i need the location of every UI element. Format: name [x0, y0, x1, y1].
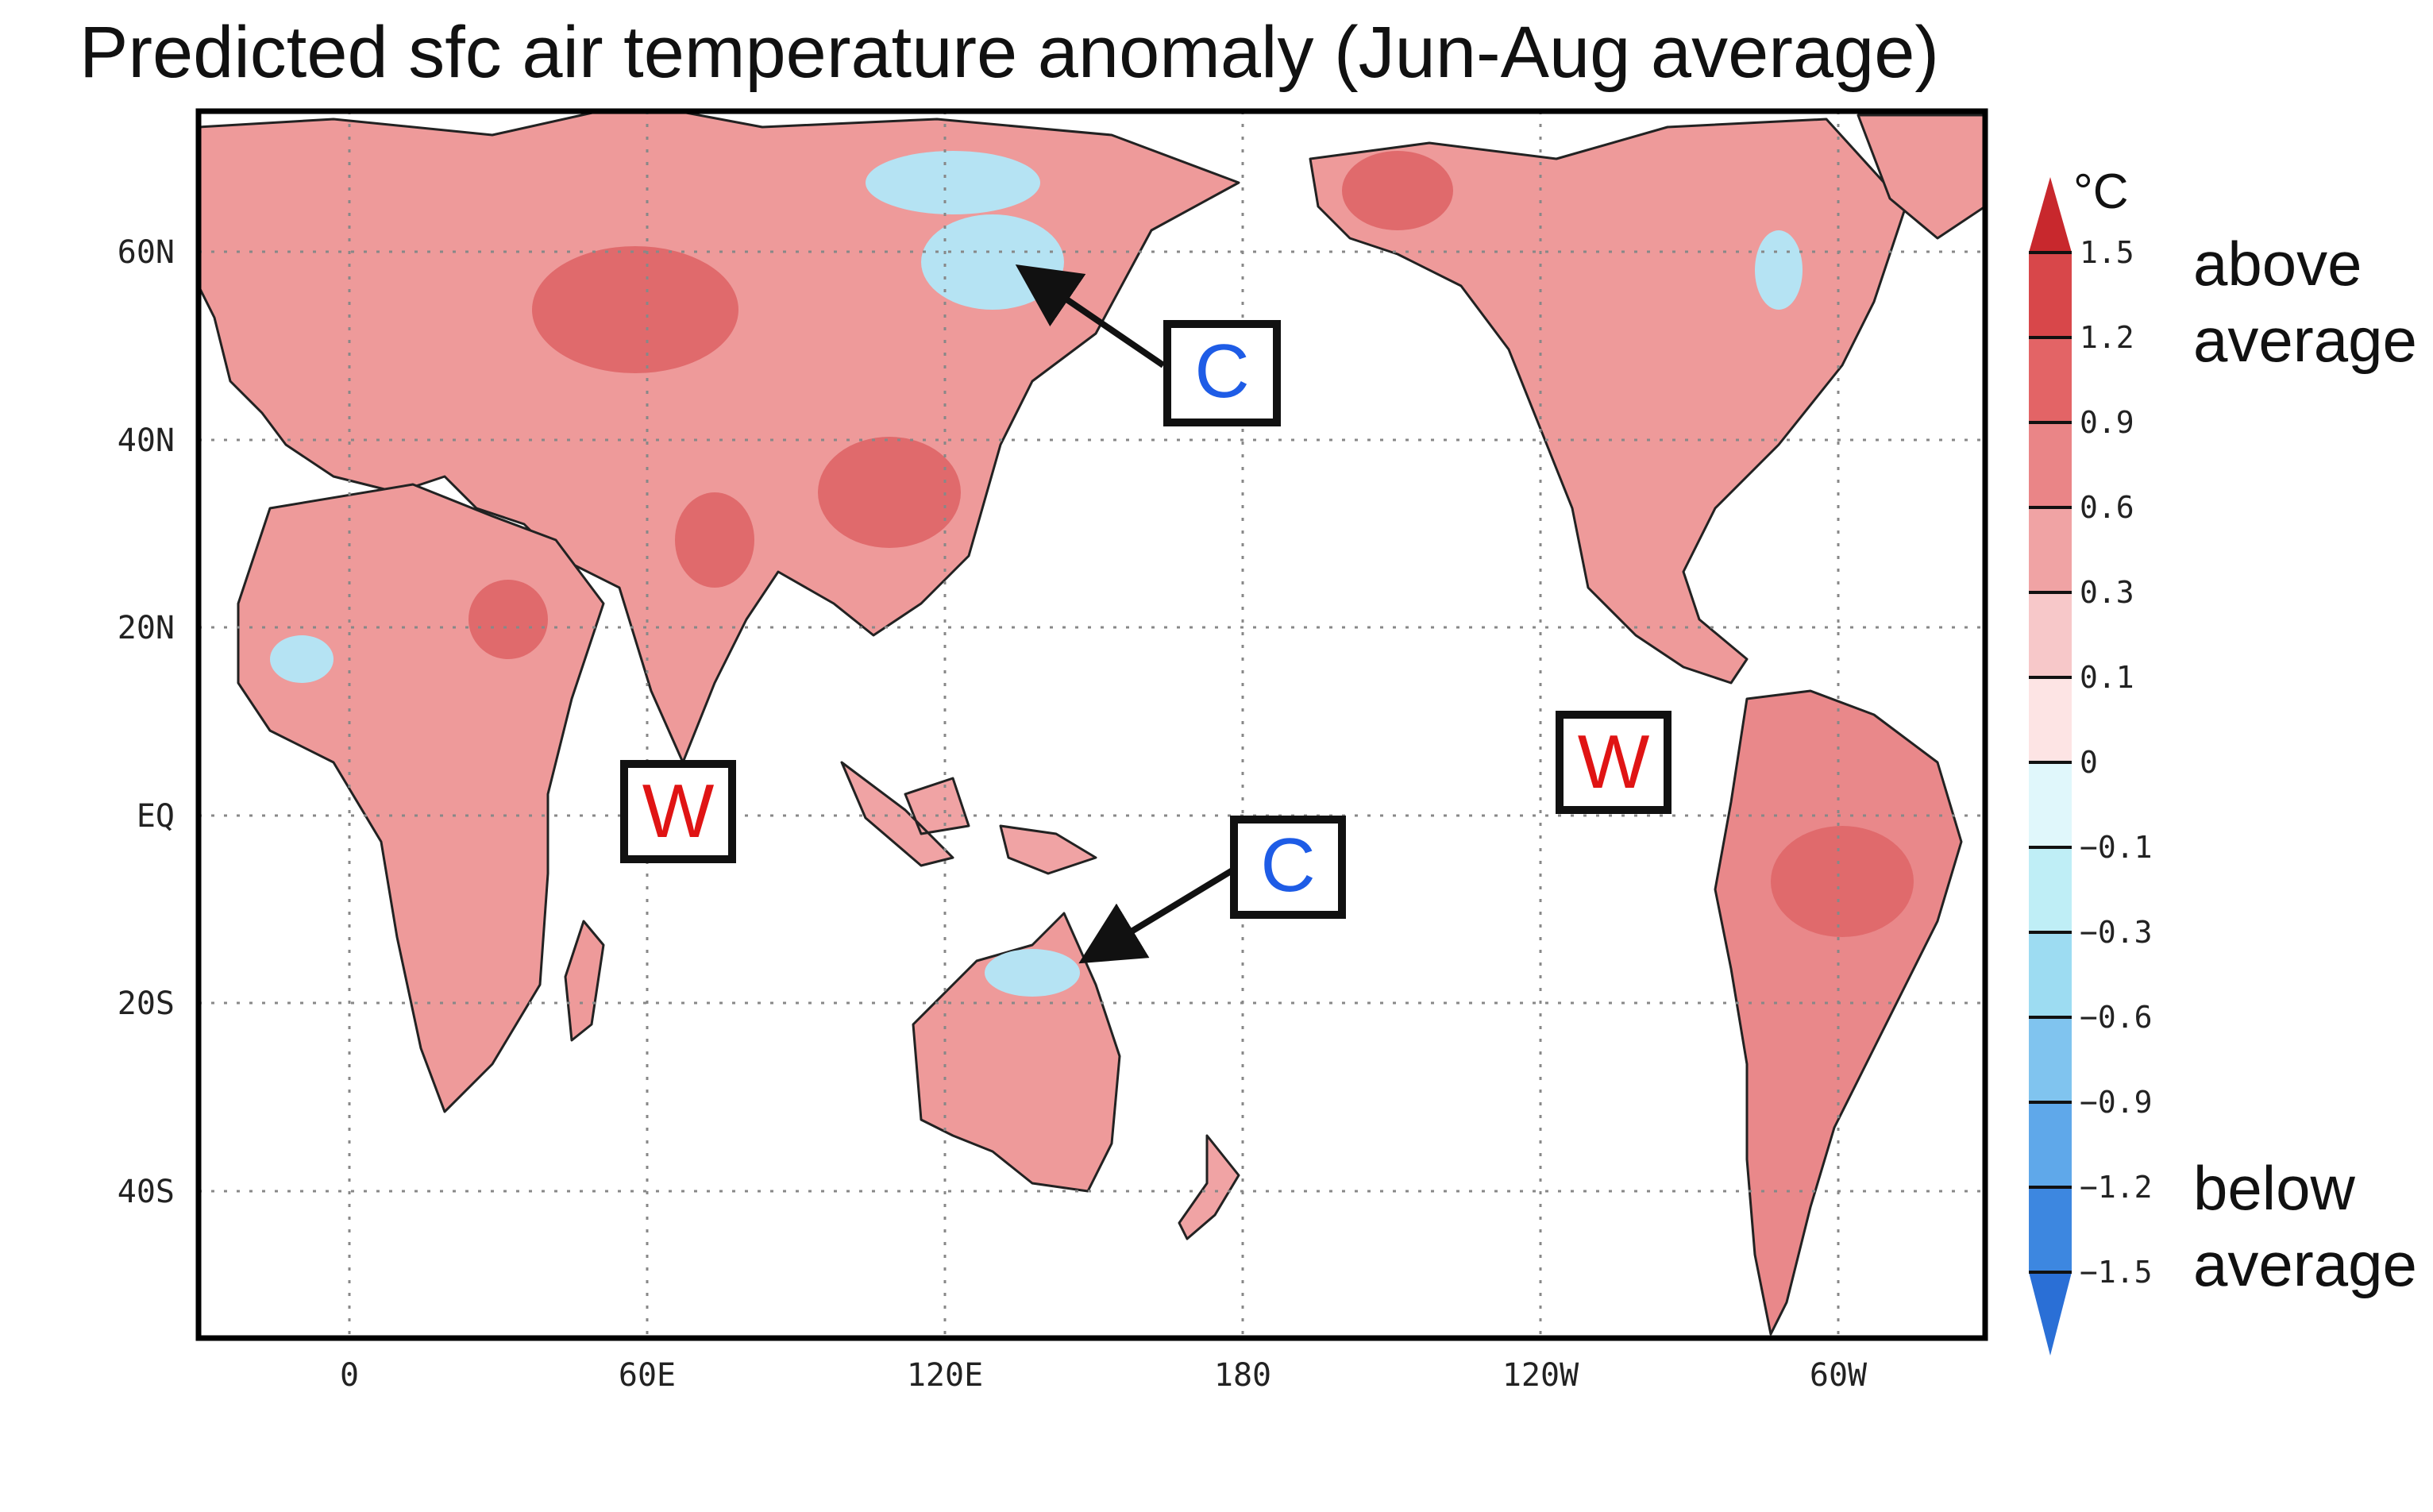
colorbar-segment: [2029, 507, 2072, 592]
colorbar-label: 1.5: [2080, 235, 2134, 270]
y-tick-20n: 20N: [118, 610, 175, 646]
colorbar-segment: [2029, 847, 2072, 932]
madagascar-landmass: [564, 920, 605, 1042]
y-tick-40s: 40S: [118, 1174, 175, 1210]
russia-warm-anomaly: [532, 246, 738, 373]
colorbar-label: −0.6: [2080, 1000, 2153, 1035]
strong-warm-anomalies: [468, 151, 1914, 937]
above-average-label: above average: [2193, 226, 2417, 378]
colorbar-label: 0.3: [2080, 575, 2134, 610]
west-africa-cool-anomaly: [270, 635, 334, 683]
map-frame: [195, 108, 1988, 1341]
india-warm-anomaly: [675, 492, 754, 588]
colorbar-label: −0.1: [2080, 830, 2153, 865]
colorbar-label: −1.5: [2080, 1255, 2153, 1290]
colorbar-segment: [2029, 338, 2072, 422]
colorbar-label: 1.2: [2080, 320, 2134, 355]
colorbar-top-arrow: [2029, 177, 2072, 253]
china-warm-anomaly: [818, 437, 961, 548]
colorbar-label: 0: [2080, 745, 2098, 780]
colorbar-segment: [2029, 1187, 2072, 1272]
arrow-to-siberia: [1015, 264, 1166, 368]
y-axis-ticks: 60N 40N 20N EQ 20S 40S: [118, 234, 175, 1210]
new-zealand-landmass: [1178, 1134, 1240, 1240]
x-tick-120e: 120E: [907, 1357, 983, 1394]
y-tick-40n: 40N: [118, 422, 175, 459]
colorbar-bottom-arrow: [2029, 1272, 2072, 1356]
colorbar-segment: [2029, 422, 2072, 507]
colorbar-label: −1.2: [2080, 1170, 2153, 1205]
c-letter-australia: C: [1260, 823, 1315, 908]
annotation-w-indian-ocean: W: [620, 760, 736, 863]
amazon-warm-anomaly: [1771, 826, 1914, 937]
y-tick-20s: 20S: [118, 986, 175, 1022]
colorbar: 1.5 1.2 0.9 0.6 0.3 0.1 0 −0.1 −0.3 −0.6 −0.9 −1.2 −…: [2029, 164, 2153, 1356]
siberia-cool-anomaly: [921, 214, 1064, 310]
hudson-cool-anomaly: [1755, 230, 1803, 310]
colorbar-label: 0.9: [2080, 405, 2134, 440]
greenland-landmass: [1857, 114, 1985, 240]
x-tick-120w: 120W: [1502, 1357, 1579, 1394]
colorbar-label: 0.6: [2080, 490, 2134, 525]
above-label-line1: above: [2193, 229, 2362, 299]
north-siberia-cool-anomaly: [866, 151, 1040, 214]
x-tick-0: 0: [340, 1357, 359, 1394]
alaska-warm-anomaly: [1342, 151, 1453, 230]
annotation-c-australia: C: [1230, 816, 1346, 919]
x-axis-ticks: 0 60E 120E 180 120W 60W: [340, 1357, 1868, 1394]
colorbar-label: −0.3: [2080, 915, 2153, 950]
below-label-line2: average: [2193, 1229, 2417, 1299]
below-label-line1: below: [2193, 1153, 2355, 1223]
colorbar-segment: [2029, 932, 2072, 1017]
sahara-warm-anomaly: [468, 580, 548, 659]
x-tick-60e: 60E: [619, 1357, 676, 1394]
north-australia-cool-anomaly: [985, 949, 1080, 997]
colorbar-segment: [2029, 1102, 2072, 1187]
gridlines: [199, 111, 1985, 1338]
colorbar-label: 0.1: [2080, 660, 2134, 695]
colorbar-label: −0.9: [2080, 1085, 2153, 1120]
annotation-w-east-pacific: W: [1556, 711, 1671, 814]
w-letter-indian-ocean: W: [642, 769, 715, 854]
colorbar-segment: [2029, 762, 2072, 847]
map-panel: [199, 111, 1985, 1338]
above-label-line2: average: [2193, 305, 2417, 375]
colorbar-segment: [2029, 253, 2072, 338]
w-letter-east-pacific: W: [1578, 719, 1650, 804]
annotation-c-siberia: C: [1163, 320, 1281, 426]
colorbar-segment: [2029, 1017, 2072, 1102]
y-tick-60n: 60N: [118, 234, 175, 271]
colorbar-unit: °C: [2073, 164, 2129, 219]
below-average-label: below average: [2193, 1150, 2417, 1302]
colorbar-segment: [2029, 592, 2072, 677]
x-tick-60w: 60W: [1810, 1357, 1868, 1394]
y-tick-eq: EQ: [137, 798, 175, 835]
colorbar-segment: [2029, 677, 2072, 762]
x-tick-180: 180: [1214, 1357, 1271, 1394]
arrow-to-australia: [1078, 867, 1235, 964]
maritime-continent-islands: [840, 761, 1097, 875]
map-title: Predicted sfc air temperature anomaly (J…: [79, 12, 1940, 93]
c-letter-siberia: C: [1194, 329, 1249, 414]
